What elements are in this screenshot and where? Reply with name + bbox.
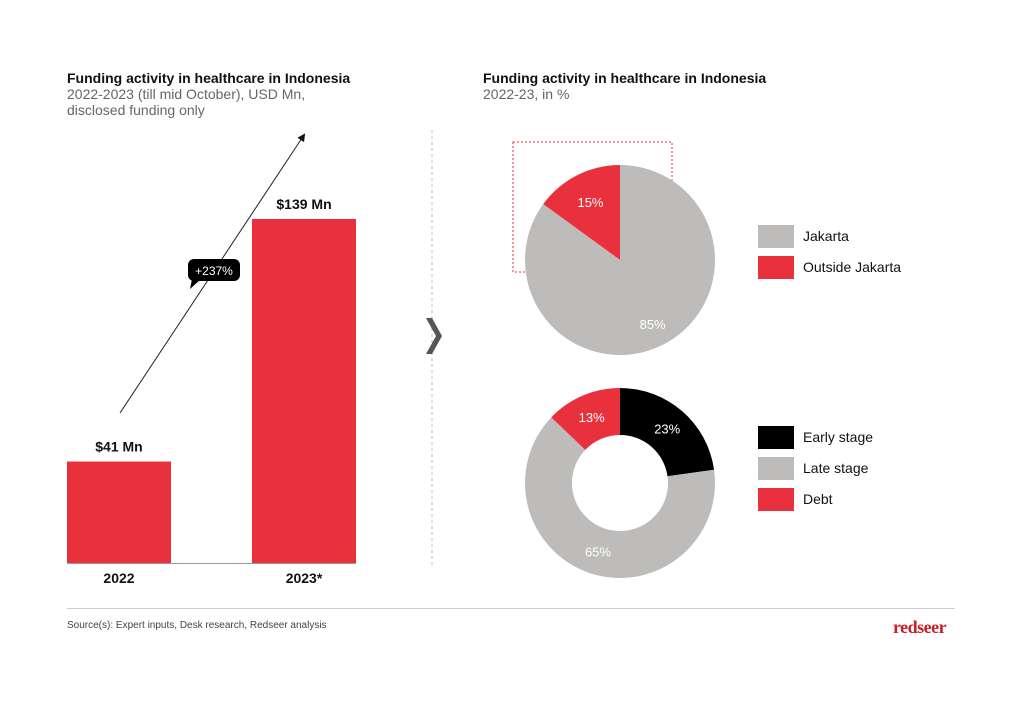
legend-swatch xyxy=(758,426,794,449)
pie-title-sub1: 2022-23, in % xyxy=(483,86,570,102)
bar-title-main: Funding activity in healthcare in Indone… xyxy=(67,70,351,86)
x-tick-label: 2023* xyxy=(286,570,323,586)
legend-label: Jakarta xyxy=(803,228,849,244)
bar-value-label: $139 Mn xyxy=(276,196,331,212)
slice-label: 13% xyxy=(579,410,605,425)
slice-label: 23% xyxy=(654,422,680,437)
redseer-logo: redseer xyxy=(893,617,947,637)
legend-swatch xyxy=(758,457,794,480)
slice-label: 85% xyxy=(640,317,666,332)
bar-value-label: $41 Mn xyxy=(95,439,142,455)
bar-2022 xyxy=(67,461,171,563)
bar-chart-title: Funding activity in healthcare in Indone… xyxy=(67,70,350,118)
slice-label: 15% xyxy=(577,195,603,210)
legend-label: Late stage xyxy=(803,460,869,476)
bar-title-sub1: 2022-2023 (till mid October), USD Mn, xyxy=(67,86,306,102)
x-tick-label: 2022 xyxy=(103,570,134,586)
slice-outside-jakarta xyxy=(543,165,620,260)
bar-2023 xyxy=(252,219,356,563)
legend-swatch xyxy=(758,256,794,279)
footer-rule xyxy=(67,608,955,609)
legend-swatch xyxy=(758,225,794,248)
legend-label: Outside Jakarta xyxy=(803,259,901,275)
source-note: Source(s): Expert inputs, Desk research,… xyxy=(67,620,327,631)
slice-label: 65% xyxy=(585,545,611,560)
legend-swatch xyxy=(758,488,794,511)
pie-chart-title: Funding activity in healthcare in Indone… xyxy=(483,70,766,102)
slice-early-stage xyxy=(620,388,715,477)
slice-jakarta xyxy=(525,165,716,355)
chevron-right-icon xyxy=(426,318,442,354)
bar-title-sub2: disclosed funding only xyxy=(67,102,205,118)
slice-debt xyxy=(551,388,620,450)
legend-label: Debt xyxy=(803,491,833,507)
slice-late-stage xyxy=(524,417,715,579)
legend-label: Early stage xyxy=(803,429,873,445)
growth-label: +237% xyxy=(195,264,233,278)
pie-title-main: Funding activity in healthcare in Indone… xyxy=(483,70,767,86)
growth-bubble: +237% xyxy=(188,259,240,289)
